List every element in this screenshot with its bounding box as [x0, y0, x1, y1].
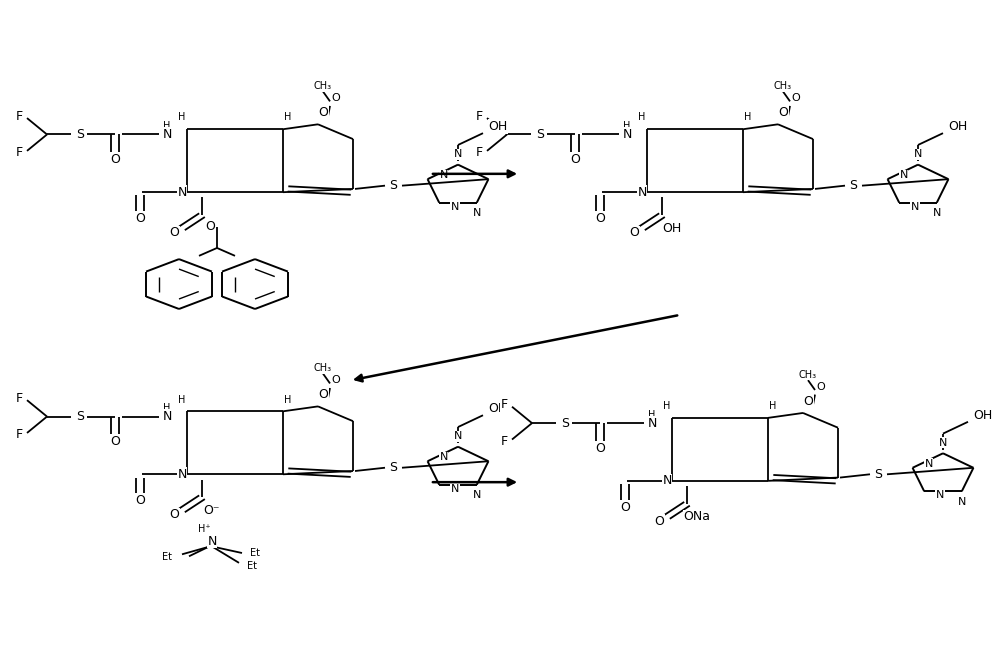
- Text: O: O: [318, 388, 328, 401]
- Text: N: N: [439, 452, 448, 462]
- Text: O: O: [778, 106, 788, 119]
- Text: O: O: [110, 153, 120, 166]
- Text: OH: OH: [973, 409, 993, 422]
- Text: N: N: [911, 201, 919, 212]
- Text: F: F: [475, 110, 483, 123]
- Text: O: O: [332, 93, 340, 103]
- Text: F: F: [500, 398, 508, 411]
- Text: H: H: [284, 394, 292, 405]
- Text: N: N: [454, 431, 462, 441]
- Text: O: O: [629, 226, 639, 239]
- Text: CH₃: CH₃: [314, 81, 332, 91]
- Text: H⁺: H⁺: [198, 524, 210, 535]
- Text: H: H: [178, 112, 186, 123]
- Text: N: N: [439, 170, 448, 180]
- Text: S: S: [536, 128, 544, 141]
- Text: CH₃: CH₃: [774, 81, 792, 91]
- Text: N: N: [454, 149, 462, 159]
- Text: H: H: [648, 409, 656, 420]
- Text: N: N: [177, 468, 187, 481]
- Text: O⁻: O⁻: [204, 504, 220, 517]
- Text: F: F: [15, 428, 23, 441]
- Text: O: O: [205, 220, 215, 233]
- Text: F: F: [500, 435, 508, 448]
- Text: N: N: [958, 497, 966, 507]
- Text: Et: Et: [247, 561, 257, 571]
- Text: N: N: [177, 186, 187, 199]
- Text: N: N: [162, 128, 172, 141]
- Text: N: N: [899, 170, 908, 180]
- Text: N: N: [451, 483, 459, 494]
- Text: O: O: [169, 508, 179, 522]
- Text: O: O: [110, 435, 120, 448]
- Text: O: O: [803, 395, 813, 407]
- Text: S: S: [389, 461, 397, 474]
- Text: ONa: ONa: [684, 510, 710, 523]
- Text: H: H: [769, 401, 777, 411]
- Text: H: H: [163, 403, 171, 413]
- Text: OH: OH: [488, 120, 508, 133]
- Text: O: O: [654, 515, 664, 528]
- Text: N: N: [936, 490, 944, 501]
- Text: O: O: [595, 441, 605, 455]
- Text: N: N: [647, 417, 657, 430]
- Text: H: H: [178, 394, 186, 405]
- Text: Et: Et: [250, 548, 260, 558]
- Text: O: O: [620, 501, 630, 514]
- Text: S: S: [874, 468, 882, 481]
- Text: N: N: [207, 535, 217, 548]
- Text: O: O: [332, 375, 340, 385]
- Text: F: F: [15, 392, 23, 405]
- Text: OH: OH: [662, 222, 682, 235]
- Text: CH₃: CH₃: [799, 370, 817, 380]
- Text: F: F: [475, 146, 483, 159]
- Text: H: H: [284, 112, 292, 123]
- Text: H: H: [663, 401, 671, 411]
- Text: N: N: [473, 208, 481, 218]
- Text: O: O: [792, 93, 800, 103]
- Text: S: S: [76, 128, 84, 141]
- Text: S: S: [76, 410, 84, 423]
- Text: S: S: [849, 179, 857, 192]
- Text: O: O: [318, 106, 328, 119]
- Text: N: N: [924, 459, 933, 469]
- Text: O: O: [817, 382, 825, 392]
- Text: N: N: [162, 410, 172, 423]
- Text: H: H: [163, 121, 171, 131]
- Text: N: N: [933, 208, 941, 218]
- Text: S: S: [389, 179, 397, 192]
- Text: S: S: [561, 417, 569, 430]
- Text: CH₃: CH₃: [314, 363, 332, 373]
- Text: O: O: [135, 494, 145, 507]
- Text: OH: OH: [488, 402, 508, 415]
- Text: O: O: [570, 153, 580, 166]
- Text: O: O: [595, 212, 605, 225]
- Text: H: H: [638, 112, 646, 123]
- Text: N: N: [939, 438, 947, 448]
- Text: N: N: [473, 490, 481, 501]
- Text: N: N: [622, 128, 632, 141]
- Text: H: H: [623, 121, 631, 131]
- Text: O: O: [169, 226, 179, 239]
- Text: N: N: [451, 201, 459, 212]
- Text: N: N: [637, 186, 647, 199]
- Text: F: F: [15, 146, 23, 159]
- Text: Et: Et: [162, 552, 172, 562]
- Text: F: F: [15, 110, 23, 123]
- Text: N: N: [662, 474, 672, 487]
- Text: H: H: [744, 112, 752, 123]
- Text: N: N: [914, 149, 922, 159]
- Text: O: O: [135, 212, 145, 225]
- Text: OH: OH: [948, 120, 968, 133]
